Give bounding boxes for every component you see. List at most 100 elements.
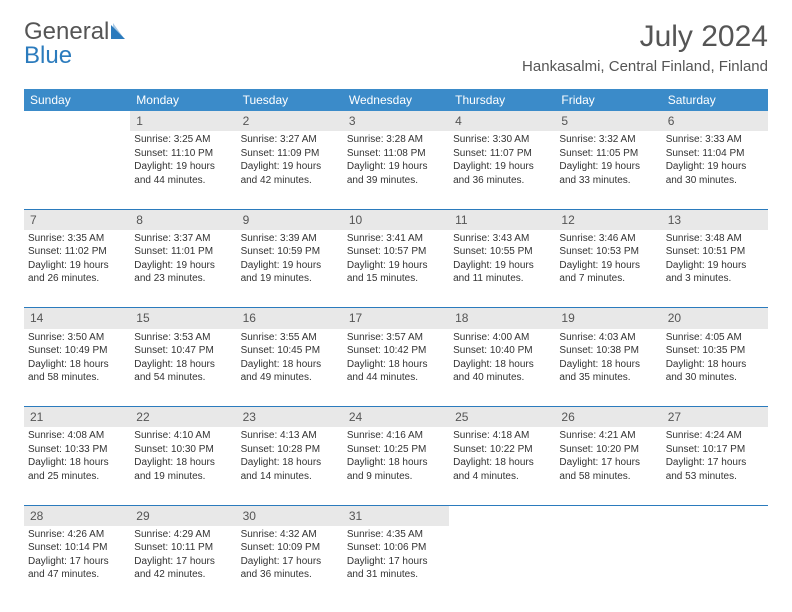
day-number: 30	[237, 506, 343, 526]
day-content-row: Sunrise: 3:35 AMSunset: 11:02 PMDaylight…	[24, 230, 768, 308]
daylight-text: Daylight: 19 hours and 15 minutes.	[347, 259, 445, 286]
day-cell: Sunrise: 3:39 AMSunset: 10:59 PMDaylight…	[237, 230, 343, 308]
sunrise-text: Sunrise: 4:32 AM	[241, 528, 339, 542]
sunset-text: Sunset: 10:53 PM	[559, 245, 657, 259]
daynum-row: 28293031	[24, 506, 768, 526]
sunrise-text: Sunrise: 4:26 AM	[28, 528, 126, 542]
day-cell: Sunrise: 3:30 AMSunset: 11:07 PMDaylight…	[449, 131, 555, 209]
day-cell: Sunrise: 4:21 AMSunset: 10:20 PMDaylight…	[555, 427, 661, 505]
daylight-text: Daylight: 18 hours and 35 minutes.	[559, 358, 657, 385]
daylight-text: Daylight: 17 hours and 58 minutes.	[559, 456, 657, 483]
day-number: 12	[555, 210, 661, 230]
day-cell	[555, 526, 661, 604]
day-cell: Sunrise: 3:57 AMSunset: 10:42 PMDaylight…	[343, 329, 449, 407]
day-number: 15	[130, 308, 236, 328]
day-number: 28	[24, 506, 130, 526]
day-cell	[662, 526, 768, 604]
sunrise-text: Sunrise: 3:37 AM	[134, 232, 232, 246]
daylight-text: Daylight: 18 hours and 58 minutes.	[28, 358, 126, 385]
day-number: 9	[237, 210, 343, 230]
day-cell: Sunrise: 4:18 AMSunset: 10:22 PMDaylight…	[449, 427, 555, 505]
sunrise-text: Sunrise: 4:35 AM	[347, 528, 445, 542]
day-number	[662, 506, 768, 526]
day-content-row: Sunrise: 3:50 AMSunset: 10:49 PMDaylight…	[24, 329, 768, 407]
sunset-text: Sunset: 10:45 PM	[241, 344, 339, 358]
daylight-text: Daylight: 19 hours and 36 minutes.	[453, 160, 551, 187]
day-cell: Sunrise: 4:03 AMSunset: 10:38 PMDaylight…	[555, 329, 661, 407]
day-cell: Sunrise: 3:50 AMSunset: 10:49 PMDaylight…	[24, 329, 130, 407]
day-number: 4	[449, 111, 555, 131]
day-cell: Sunrise: 3:53 AMSunset: 10:47 PMDaylight…	[130, 329, 236, 407]
daynum-row: 21222324252627	[24, 407, 768, 427]
sunset-text: Sunset: 10:11 PM	[134, 541, 232, 555]
daynum-row: 14151617181920	[24, 308, 768, 328]
header: General Blue July 2024 Hankasalmi, Centr…	[24, 20, 768, 83]
sunset-text: Sunset: 10:40 PM	[453, 344, 551, 358]
sunset-text: Sunset: 10:25 PM	[347, 443, 445, 457]
day-number: 31	[343, 506, 449, 526]
day-content-row: Sunrise: 4:08 AMSunset: 10:33 PMDaylight…	[24, 427, 768, 505]
logo-text-blue: Blue	[24, 42, 72, 69]
daylight-text: Daylight: 18 hours and 4 minutes.	[453, 456, 551, 483]
calendar-table: Sunday Monday Tuesday Wednesday Thursday…	[24, 89, 768, 604]
sunrise-text: Sunrise: 3:53 AM	[134, 331, 232, 345]
daylight-text: Daylight: 19 hours and 3 minutes.	[666, 259, 764, 286]
sunset-text: Sunset: 10:35 PM	[666, 344, 764, 358]
sunset-text: Sunset: 11:02 PM	[28, 245, 126, 259]
sunset-text: Sunset: 10:51 PM	[666, 245, 764, 259]
sunset-text: Sunset: 11:01 PM	[134, 245, 232, 259]
day-cell	[24, 131, 130, 209]
day-content-row: Sunrise: 4:26 AMSunset: 10:14 PMDaylight…	[24, 526, 768, 604]
sunset-text: Sunset: 10:30 PM	[134, 443, 232, 457]
sunset-text: Sunset: 11:07 PM	[453, 147, 551, 161]
day-cell	[449, 526, 555, 604]
sunset-text: Sunset: 11:04 PM	[666, 147, 764, 161]
day-number: 24	[343, 407, 449, 427]
day-cell: Sunrise: 3:46 AMSunset: 10:53 PMDaylight…	[555, 230, 661, 308]
daylight-text: Daylight: 18 hours and 44 minutes.	[347, 358, 445, 385]
sunrise-text: Sunrise: 3:50 AM	[28, 331, 126, 345]
sunrise-text: Sunrise: 4:16 AM	[347, 429, 445, 443]
day-cell: Sunrise: 3:35 AMSunset: 11:02 PMDaylight…	[24, 230, 130, 308]
sunrise-text: Sunrise: 4:03 AM	[559, 331, 657, 345]
day-cell: Sunrise: 3:25 AMSunset: 11:10 PMDaylight…	[130, 131, 236, 209]
sunset-text: Sunset: 10:55 PM	[453, 245, 551, 259]
day-number: 13	[662, 210, 768, 230]
daylight-text: Daylight: 17 hours and 53 minutes.	[666, 456, 764, 483]
sunrise-text: Sunrise: 3:48 AM	[666, 232, 764, 246]
day-number: 21	[24, 407, 130, 427]
daylight-text: Daylight: 19 hours and 33 minutes.	[559, 160, 657, 187]
sunrise-text: Sunrise: 3:25 AM	[134, 133, 232, 147]
day-cell: Sunrise: 3:32 AMSunset: 11:05 PMDaylight…	[555, 131, 661, 209]
daylight-text: Daylight: 19 hours and 11 minutes.	[453, 259, 551, 286]
sunrise-text: Sunrise: 3:43 AM	[453, 232, 551, 246]
sunset-text: Sunset: 11:08 PM	[347, 147, 445, 161]
sunset-text: Sunset: 11:10 PM	[134, 147, 232, 161]
sunrise-text: Sunrise: 4:29 AM	[134, 528, 232, 542]
sunset-text: Sunset: 10:09 PM	[241, 541, 339, 555]
day-number: 7	[24, 210, 130, 230]
daynum-row: 123456	[24, 111, 768, 131]
daylight-text: Daylight: 18 hours and 14 minutes.	[241, 456, 339, 483]
day-number: 17	[343, 308, 449, 328]
day-number: 27	[662, 407, 768, 427]
sunrise-text: Sunrise: 3:39 AM	[241, 232, 339, 246]
day-cell: Sunrise: 4:16 AMSunset: 10:25 PMDaylight…	[343, 427, 449, 505]
daylight-text: Daylight: 19 hours and 7 minutes.	[559, 259, 657, 286]
daylight-text: Daylight: 19 hours and 30 minutes.	[666, 160, 764, 187]
sunset-text: Sunset: 10:42 PM	[347, 344, 445, 358]
sunset-text: Sunset: 10:47 PM	[134, 344, 232, 358]
sunset-text: Sunset: 10:33 PM	[28, 443, 126, 457]
logo-sail-icon	[111, 21, 131, 44]
sunset-text: Sunset: 11:05 PM	[559, 147, 657, 161]
day-cell: Sunrise: 4:29 AMSunset: 10:11 PMDaylight…	[130, 526, 236, 604]
daylight-text: Daylight: 19 hours and 26 minutes.	[28, 259, 126, 286]
day-content-row: Sunrise: 3:25 AMSunset: 11:10 PM Daylight…	[24, 131, 768, 209]
logo: General Blue	[24, 20, 131, 68]
day-number: 8	[130, 210, 236, 230]
sunrise-text: Sunrise: 4:00 AM	[453, 331, 551, 345]
daylight-text: Daylight: 18 hours and 19 minutes.	[134, 456, 232, 483]
day-cell: Sunrise: 4:10 AMSunset: 10:30 PMDaylight…	[130, 427, 236, 505]
day-cell: Sunrise: 3:55 AMSunset: 10:45 PMDaylight…	[237, 329, 343, 407]
day-cell: Sunrise: 4:08 AMSunset: 10:33 PMDaylight…	[24, 427, 130, 505]
